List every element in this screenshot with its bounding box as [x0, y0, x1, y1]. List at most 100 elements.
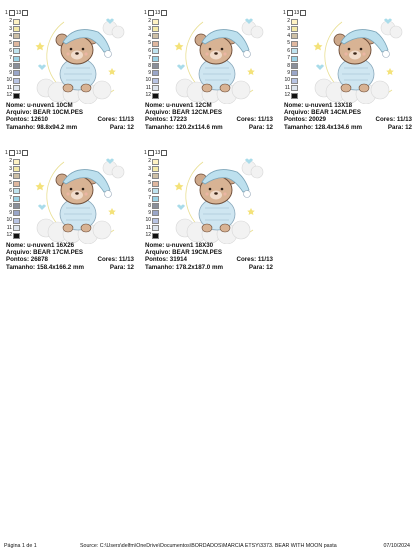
- swatch-color: [291, 92, 298, 99]
- swatch-number: 9: [9, 69, 12, 76]
- swatch-color: [13, 166, 20, 173]
- swatch-color: [13, 77, 20, 84]
- swatch-number: 12: [6, 92, 12, 99]
- design-size: Tamanho: 158.4x166.2 mm: [6, 263, 84, 271]
- swatch-color: [13, 26, 20, 33]
- color-swatch: 2: [6, 158, 26, 165]
- swatch-color: [152, 85, 159, 92]
- swatch-color: [13, 180, 20, 187]
- color-swatch: 5: [284, 40, 304, 47]
- design-file: Arquivo: BEAR 17CM.PES: [6, 249, 84, 257]
- stitch-count: Pontos: 17223: [145, 116, 187, 124]
- stops-count: Para: 12: [109, 263, 134, 271]
- color-swatch-list: 2 3 4 5 6 7 8 9 10 11 12: [6, 18, 26, 99]
- swatch-number: 8: [9, 202, 12, 209]
- swatch-number: 7: [9, 195, 12, 202]
- color-swatch: 3: [6, 165, 26, 173]
- swatch-number: 4: [9, 172, 12, 179]
- design-name: Nome: u-nuven1 12CM: [145, 102, 212, 109]
- stitch-count: Pontos: 12610: [6, 116, 48, 124]
- bear-moon-embroidery-image: [35, 18, 125, 104]
- swatch-color: [13, 225, 20, 232]
- swatch-number: 6: [9, 47, 12, 54]
- swatch-color: [13, 92, 20, 99]
- empty-swatch: [22, 10, 29, 16]
- swatch-color: [13, 85, 20, 92]
- swatch-number: 11: [145, 84, 151, 91]
- swatch-number: 6: [148, 187, 151, 194]
- swatch-color: [13, 48, 20, 55]
- design-info: Nome: u-nuven1 10CM Arquivo: BEAR 10CM.PE…: [6, 102, 134, 131]
- color-swatch: 2: [284, 18, 304, 25]
- swatch-number: 6: [287, 47, 290, 54]
- color-swatch: 12: [145, 232, 165, 239]
- color-swatch: 8: [284, 62, 304, 70]
- color-swatch: 12: [284, 92, 304, 99]
- stitch-count: Pontos: 26878: [6, 256, 48, 264]
- swatch-number: 2: [9, 18, 12, 25]
- color-swatch: 5: [6, 180, 26, 187]
- color-swatch: 8: [6, 62, 26, 70]
- color-swatch: 7: [6, 195, 26, 202]
- swatch-number: 7: [148, 55, 151, 62]
- swatch-color: [152, 55, 159, 62]
- color-count: Cores: 11/13: [97, 116, 134, 124]
- swatch-color: [152, 210, 159, 217]
- color-count: Cores: 11/13: [236, 116, 273, 124]
- swatch-color: [152, 173, 159, 180]
- design-info: Nome: u-nuven1 18X30 Arquivo: BEAR 19CM.P…: [145, 242, 273, 271]
- empty-swatch: [147, 10, 154, 16]
- swatch-number: 2: [287, 18, 290, 25]
- swatch-color: [152, 217, 159, 224]
- swatch-color: [291, 40, 298, 47]
- swatch-number: 13: [15, 10, 22, 16]
- swatch-number: 5: [9, 40, 12, 47]
- color-swatch: 8: [145, 202, 165, 210]
- swatch-color: [13, 232, 20, 239]
- color-swatch: 9: [284, 70, 304, 77]
- swatch-number: 1: [144, 150, 147, 156]
- swatch-number: 6: [9, 187, 12, 194]
- color-swatch: 6: [145, 48, 165, 55]
- swatch-number: 4: [148, 32, 151, 39]
- swatch-color: [291, 77, 298, 84]
- stops-count: Para: 12: [248, 263, 273, 271]
- color-swatch: 12: [145, 92, 165, 99]
- swatch-color: [13, 33, 20, 40]
- swatch-number: 3: [287, 25, 290, 32]
- color-swatch: 8: [145, 62, 165, 70]
- color-swatch: 8: [6, 202, 26, 210]
- swatch-color: [152, 203, 159, 210]
- color-swatch: 11: [145, 225, 165, 232]
- color-swatch: 2: [145, 158, 165, 165]
- empty-swatch: [300, 10, 307, 16]
- color-count: Cores: 11/13: [375, 116, 412, 124]
- color-swatch-list: 2 3 4 5 6 7 8 9 10 11 12: [284, 18, 304, 99]
- swatch-number: 12: [145, 232, 151, 239]
- swatch-number: 11: [6, 224, 12, 231]
- empty-swatch: [8, 10, 15, 16]
- stitch-count: Pontos: 31914: [145, 256, 187, 264]
- swatch-color: [13, 63, 20, 70]
- color-swatch: 4: [6, 173, 26, 180]
- swatch-number: 3: [148, 25, 151, 32]
- swatch-color: [152, 40, 159, 47]
- top-swatch-row: 1 13: [283, 10, 307, 16]
- empty-swatch: [161, 150, 168, 156]
- swatch-number: 8: [148, 202, 151, 209]
- swatch-number: 13: [293, 10, 300, 16]
- color-swatch: 10: [6, 77, 26, 84]
- color-swatch: 3: [145, 25, 165, 33]
- swatch-color: [13, 210, 20, 217]
- swatch-color: [152, 158, 159, 165]
- bear-moon-embroidery-image: [313, 18, 403, 104]
- swatch-color: [152, 77, 159, 84]
- swatch-number: 5: [9, 180, 12, 187]
- color-swatch: 4: [6, 33, 26, 40]
- swatch-number: 10: [6, 217, 12, 224]
- swatch-number: 7: [148, 195, 151, 202]
- color-swatch: 5: [145, 40, 165, 47]
- swatch-number: 4: [9, 32, 12, 39]
- swatch-number: 9: [9, 209, 12, 216]
- swatch-color: [13, 18, 20, 25]
